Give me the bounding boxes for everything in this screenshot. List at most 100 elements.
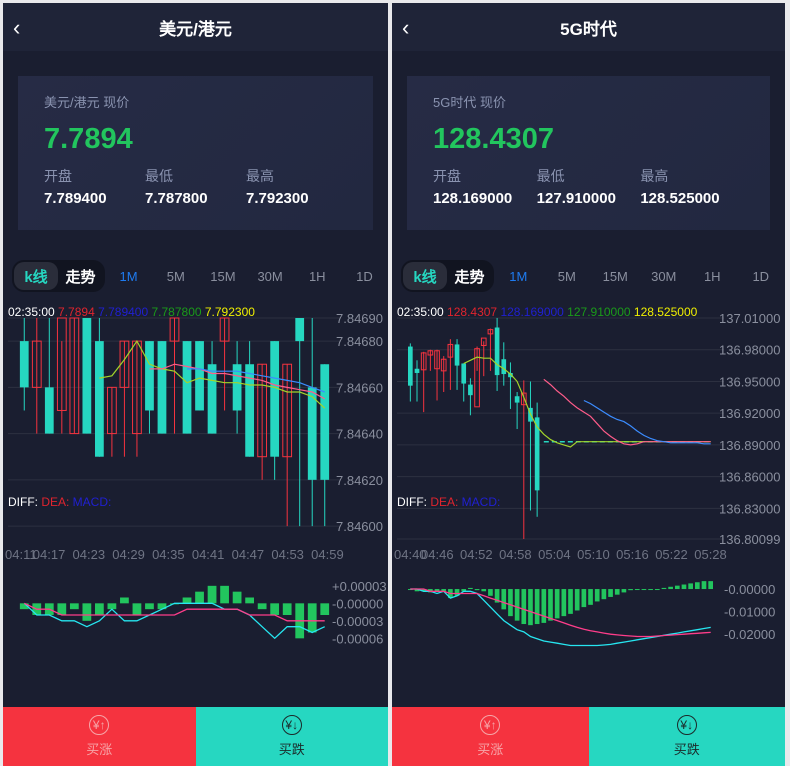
kline-toggle[interactable]: k线: [14, 262, 58, 290]
open-value: 128.169000: [433, 190, 513, 207]
candle-body: [169, 317, 180, 342]
buy-up-label: 买涨: [477, 742, 504, 757]
high-value: 7.792300: [246, 190, 309, 207]
x-tick-label: 05:16: [616, 547, 649, 562]
buy-down-button[interactable]: ¥↓ 买跌: [588, 707, 785, 766]
macd-bar: [661, 587, 667, 590]
high-label: 最高: [246, 168, 274, 184]
panel-5g: ‹ 5G时代 5G时代 现价 128.4307 开盘 128.169000 最低 1…: [392, 3, 785, 766]
macd-dea-line: [24, 602, 325, 622]
x-tick-label: 05:22: [655, 547, 688, 562]
tab-5m[interactable]: 5M: [557, 268, 576, 284]
y-tick-label: 136.80099: [719, 532, 780, 547]
current-price-label: 5G时代 现价: [433, 95, 506, 110]
ma-line-2: [543, 378, 711, 446]
macd-bar: [521, 589, 527, 625]
macd-bar: [282, 603, 292, 615]
open-value: 7.789400: [44, 190, 107, 207]
candle-body: [56, 317, 67, 411]
candle-body: [282, 363, 293, 458]
macd-bar: [257, 603, 267, 610]
macd-bar: [468, 587, 473, 590]
macd-bar: [708, 581, 713, 590]
macd-bar: [320, 603, 330, 615]
y-tick-label: 7.84600: [336, 519, 383, 534]
tab-5m[interactable]: 5M: [166, 268, 185, 284]
macd-bar: [574, 589, 580, 611]
tab-1h[interactable]: 1H: [703, 268, 721, 284]
tab-1d[interactable]: 1D: [356, 268, 373, 284]
back-chevron-left-icon[interactable]: ‹: [402, 15, 410, 40]
candle-body: [468, 384, 473, 396]
legend-time: 02:35:00: [8, 305, 58, 319]
candle-body: [494, 327, 500, 376]
macd-bar: [554, 589, 560, 619]
price-card: 美元/港元 现价 7.7894 开盘 7.789400 最低 7.787800 最高…: [18, 76, 373, 230]
trend-toggle[interactable]: 走势: [65, 268, 96, 286]
x-tick-label: 04:59: [311, 547, 344, 562]
buy-up-button[interactable]: ¥↑ 买涨: [3, 707, 196, 766]
macd-bar: [621, 589, 627, 593]
candle-body: [82, 318, 92, 434]
buy-up-button[interactable]: ¥↑ 买涨: [392, 707, 589, 766]
back-chevron-left-icon[interactable]: ‹: [13, 15, 21, 40]
trend-toggle[interactable]: 走势: [454, 268, 485, 286]
macd-bar: [568, 589, 573, 614]
macd-bar: [634, 589, 640, 591]
candle-body: [232, 364, 242, 411]
macd-bar: [132, 603, 142, 615]
candle-body: [514, 396, 520, 403]
macd-bar: [434, 589, 440, 592]
macd-y-tick-label: -0.02000: [724, 627, 775, 642]
candle-body: [69, 317, 80, 435]
y-tick-label: 136.98000: [719, 343, 780, 358]
tab-30m[interactable]: 30M: [651, 268, 677, 284]
macd-bar: [594, 589, 600, 602]
macd-bar: [182, 597, 192, 604]
candle-body: [119, 340, 130, 388]
macd-bar: [414, 589, 420, 592]
legend-price: 128.4307: [447, 305, 500, 319]
candle-body: [19, 341, 29, 388]
legend-open: 7.789400: [98, 305, 151, 319]
x-tick-label: 04:52: [460, 547, 493, 562]
ma-line-3: [187, 368, 325, 393]
buy-down-button[interactable]: ¥↓ 买跌: [195, 707, 388, 766]
tab-1m[interactable]: 1M: [119, 268, 138, 284]
macd-bar: [57, 603, 67, 615]
kline-chart[interactable]: 137.01000 136.98000 136.95000 136.92000 136.…: [392, 300, 785, 708]
page-title: 美元/港元: [159, 19, 232, 39]
tab-15m[interactable]: 15M: [210, 268, 236, 284]
low-label: 最低: [536, 168, 565, 184]
macd-bar: [648, 589, 653, 591]
tab-1d[interactable]: 1D: [752, 268, 770, 284]
macd-bar: [508, 589, 513, 617]
kline-chart[interactable]: 7.84690 7.84680 7.84660 7.84640 7.84620 7.846…: [3, 300, 388, 708]
chart-mode-toggle[interactable]: k线 走势: [12, 260, 105, 292]
buy-down-label: 买跌: [673, 742, 700, 757]
macd-bar: [94, 603, 104, 615]
legend-dea: DEA:: [430, 495, 461, 509]
candle-body: [31, 340, 42, 388]
legend-diff: DIFF:: [8, 495, 41, 509]
macd-dea-line: [410, 588, 711, 638]
candle-body: [454, 344, 460, 366]
candle-body: [320, 364, 330, 480]
macd-bar: [454, 589, 460, 596]
tab-1h[interactable]: 1H: [308, 268, 326, 284]
ma-line-1: [99, 339, 326, 409]
macd-bar: [19, 603, 29, 610]
macd-bar: [701, 581, 707, 590]
tab-15m[interactable]: 15M: [602, 268, 628, 284]
tab-1m[interactable]: 1M: [509, 268, 528, 284]
macd-bar: [120, 597, 129, 604]
macd-bar: [614, 589, 620, 595]
tab-30m[interactable]: 30M: [257, 268, 283, 284]
legend-diff: DIFF:: [397, 495, 430, 509]
ma-line-2: [149, 363, 325, 400]
legend-macd: MACD:: [462, 495, 501, 509]
kline-toggle[interactable]: k线: [403, 262, 447, 290]
macd-bar: [581, 589, 587, 608]
chart-mode-toggle[interactable]: k线 走势: [401, 260, 494, 292]
candle-body: [207, 364, 217, 434]
